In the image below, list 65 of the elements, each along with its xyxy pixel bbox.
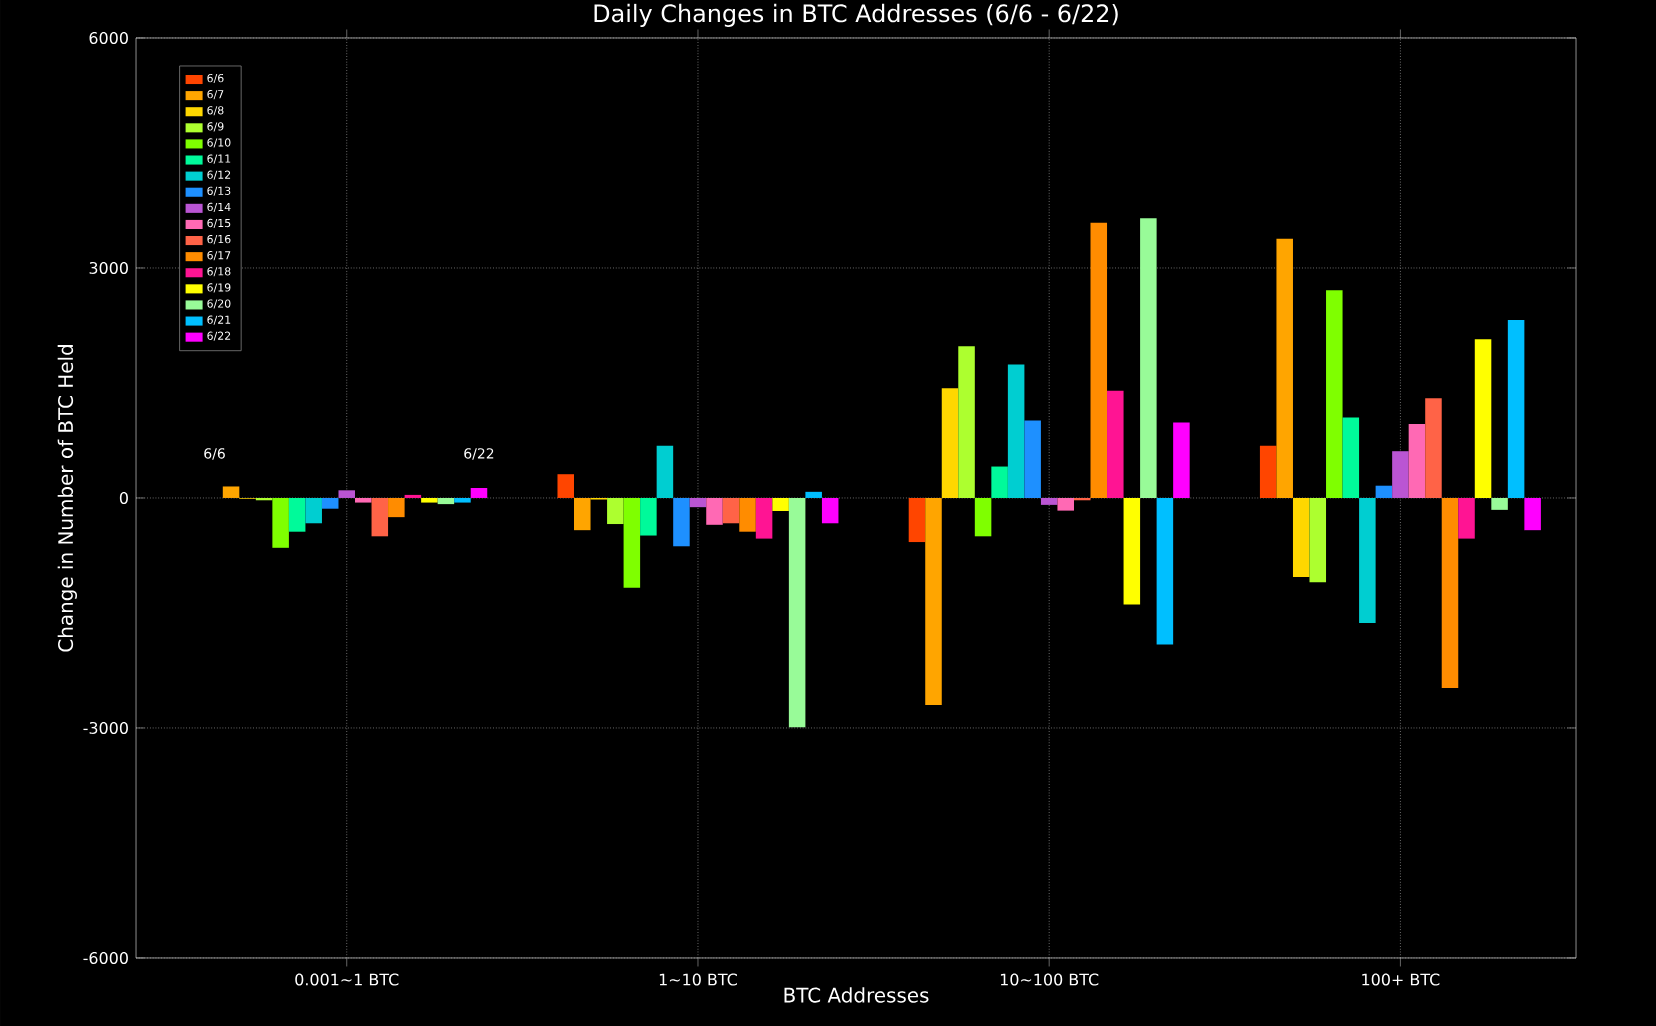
bar <box>958 346 975 498</box>
bar <box>656 445 674 498</box>
bar <box>772 497 789 512</box>
bar <box>305 497 322 524</box>
bar <box>706 497 723 525</box>
bar <box>991 466 1008 498</box>
bar <box>272 497 289 548</box>
bar <box>371 497 389 537</box>
bar <box>1173 422 1190 498</box>
bar <box>1507 320 1525 498</box>
bar <box>1090 222 1108 498</box>
chart-title: Daily Changes in BTC Addresses (6/6 - 6/22) <box>594 3 1118 27</box>
bar <box>437 497 455 505</box>
bar <box>1524 497 1541 531</box>
bar <box>1342 417 1360 498</box>
bar <box>1107 390 1124 498</box>
bar <box>454 497 471 503</box>
bar <box>1292 497 1310 577</box>
bar <box>788 497 806 728</box>
bar <box>557 474 575 498</box>
bar <box>470 488 488 498</box>
bar <box>574 497 591 531</box>
bar <box>1326 290 1343 498</box>
bar <box>640 497 657 536</box>
bar <box>821 497 839 524</box>
bar <box>1392 451 1409 498</box>
bar <box>607 497 624 525</box>
bar <box>1359 497 1376 623</box>
bar <box>908 497 926 543</box>
bar <box>755 497 773 539</box>
bar <box>1024 420 1041 498</box>
bar <box>321 497 339 509</box>
bar <box>1156 497 1174 645</box>
bar <box>1309 497 1327 583</box>
y-axis-title: Change in Number of BTC Held <box>57 345 77 652</box>
bar <box>1057 497 1074 511</box>
x-axis-title: BTC Addresses <box>784 987 929 1003</box>
bar <box>941 388 959 498</box>
bar <box>1007 364 1025 498</box>
bar <box>1474 339 1492 498</box>
bar <box>1276 238 1293 498</box>
bar <box>739 497 756 532</box>
bar <box>1425 398 1442 498</box>
bar <box>623 497 641 588</box>
bar <box>355 497 372 503</box>
bar <box>1491 497 1508 510</box>
bar <box>974 497 992 537</box>
bar <box>388 497 405 518</box>
bar <box>1259 445 1277 498</box>
bar <box>689 497 707 508</box>
bar <box>338 490 356 498</box>
bar <box>673 497 690 547</box>
bar <box>1040 497 1058 505</box>
bar <box>1408 424 1426 498</box>
bar <box>1441 497 1459 689</box>
bar <box>722 497 740 524</box>
bar <box>925 497 942 705</box>
bar <box>805 491 822 498</box>
bar <box>1123 497 1141 605</box>
bar <box>421 497 438 503</box>
bar <box>1375 485 1393 498</box>
bar <box>1140 218 1157 498</box>
bar <box>288 497 306 532</box>
bar <box>222 486 240 498</box>
bar <box>1458 497 1475 539</box>
